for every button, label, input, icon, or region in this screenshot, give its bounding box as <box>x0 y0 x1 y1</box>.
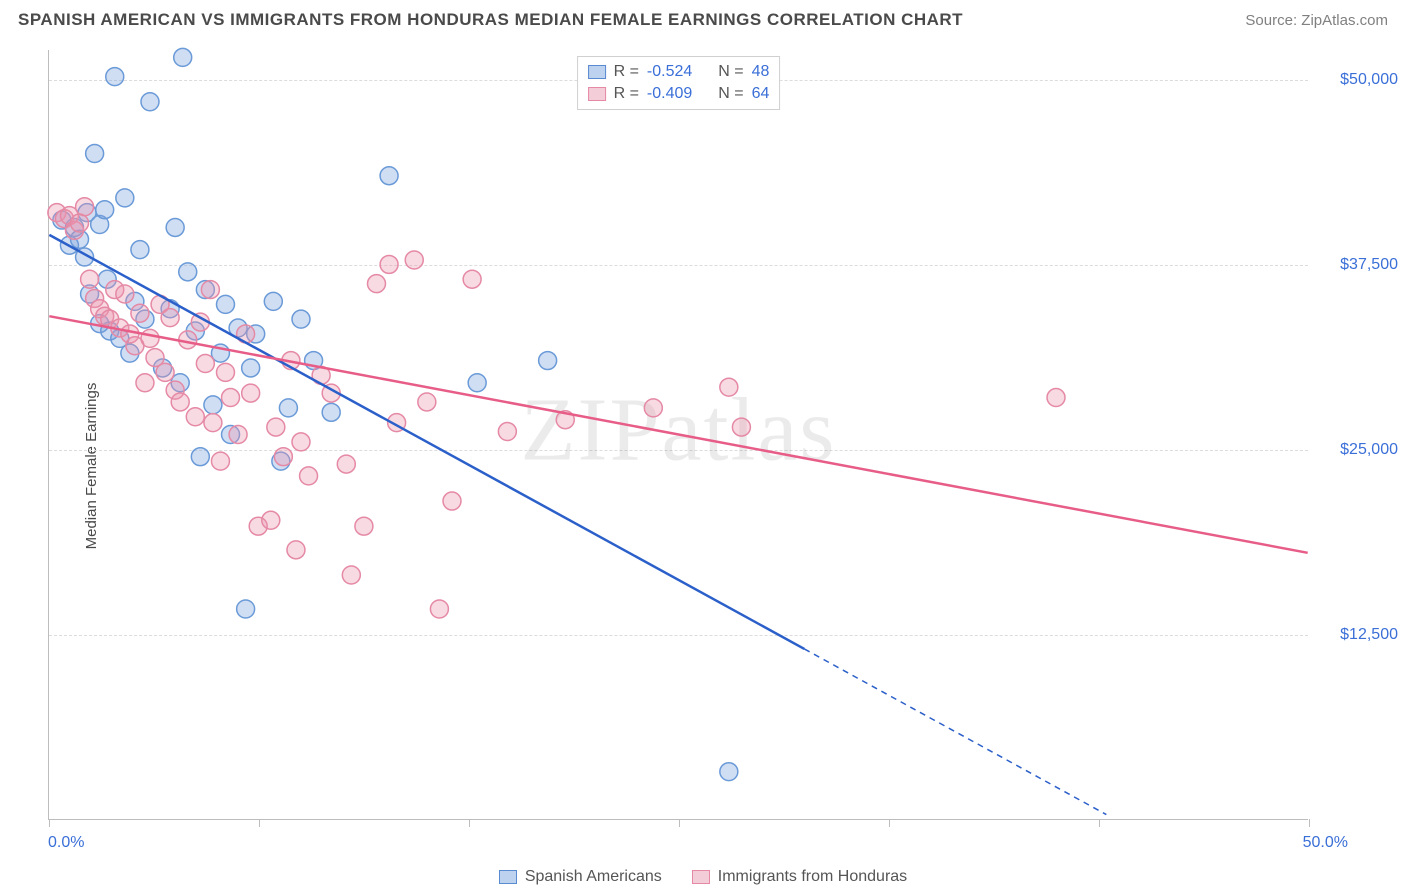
x-tick <box>259 819 260 827</box>
chart-area: Median Female Earnings ZIPatlas R = -0.5… <box>0 40 1406 892</box>
legend-label-honduras: Immigrants from Honduras <box>718 868 907 886</box>
y-tick-label: $12,500 <box>1318 626 1398 644</box>
x-tick <box>49 819 50 827</box>
correlation-legend: R = -0.524 N = 48 R = -0.409 N = 64 <box>577 56 781 110</box>
legend-swatch-spanish <box>588 65 606 79</box>
x-tick <box>679 819 680 827</box>
series-legend: Spanish Americans Immigrants from Hondur… <box>0 868 1406 886</box>
x-tick-label: 50.0% <box>1303 834 1348 852</box>
x-tick-label: 0.0% <box>48 834 84 852</box>
legend-row-honduras: R = -0.409 N = 64 <box>588 83 770 105</box>
chart-header: SPANISH AMERICAN VS IMMIGRANTS FROM HOND… <box>0 0 1406 36</box>
n-label: N = <box>718 83 743 105</box>
y-tick-label: $50,000 <box>1318 71 1398 89</box>
regression-line-spanish <box>49 235 804 649</box>
r-value-spanish: -0.524 <box>647 61 692 83</box>
legend-row-spanish: R = -0.524 N = 48 <box>588 61 770 83</box>
r-label: R = <box>614 83 639 105</box>
legend-item-spanish: Spanish Americans <box>499 868 662 886</box>
y-tick-label: $25,000 <box>1318 441 1398 459</box>
x-tick <box>1309 819 1310 827</box>
r-label: R = <box>614 61 639 83</box>
n-value-spanish: 48 <box>752 61 770 83</box>
legend-swatch-honduras <box>588 87 606 101</box>
legend-swatch-spanish <box>499 870 517 884</box>
x-tick <box>1099 819 1100 827</box>
x-tick <box>889 819 890 827</box>
legend-swatch-honduras <box>692 870 710 884</box>
legend-label-spanish: Spanish Americans <box>525 868 662 886</box>
plot-region: ZIPatlas R = -0.524 N = 48 R = -0.409 N … <box>48 50 1308 820</box>
regression-line-honduras <box>49 316 1307 553</box>
regression-line-dashed-spanish <box>804 649 1106 815</box>
source-name: ZipAtlas.com <box>1301 12 1388 29</box>
x-axis-labels: 0.0%50.0% <box>48 830 1308 860</box>
y-tick-label: $37,500 <box>1318 256 1398 274</box>
n-value-honduras: 64 <box>752 83 770 105</box>
legend-item-honduras: Immigrants from Honduras <box>692 868 907 886</box>
source-label: Source: ZipAtlas.com <box>1245 12 1388 29</box>
chart-title: SPANISH AMERICAN VS IMMIGRANTS FROM HOND… <box>18 10 963 30</box>
regression-lines-layer <box>49 50 1308 819</box>
r-value-honduras: -0.409 <box>647 83 692 105</box>
n-label: N = <box>718 61 743 83</box>
x-tick <box>469 819 470 827</box>
